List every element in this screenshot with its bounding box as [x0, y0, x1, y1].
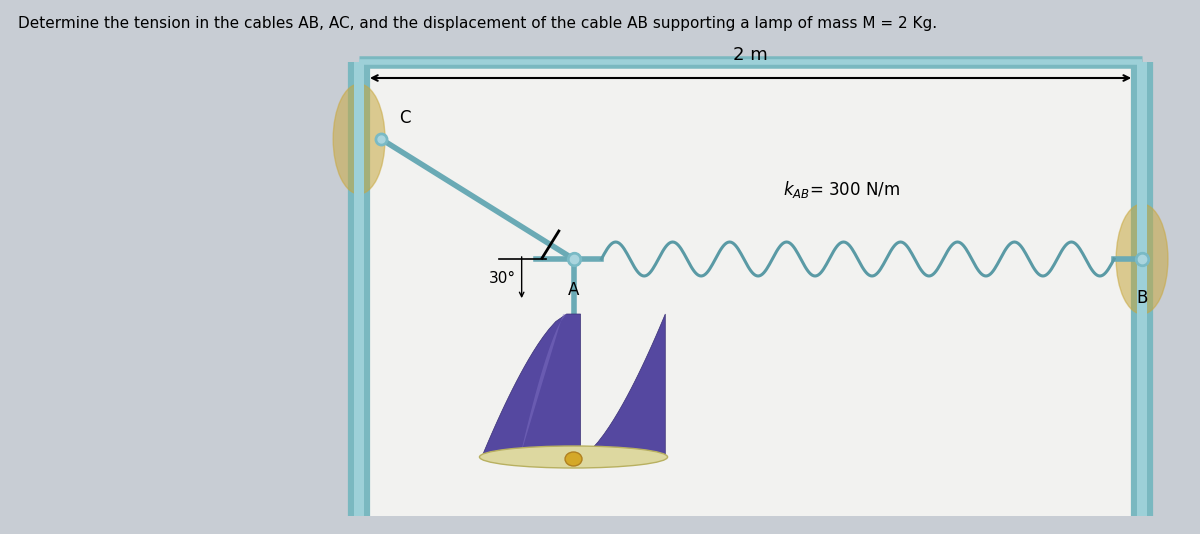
- Text: $k_{AB}$= 300 N/m: $k_{AB}$= 300 N/m: [782, 178, 900, 200]
- Ellipse shape: [480, 446, 667, 468]
- Ellipse shape: [565, 452, 582, 466]
- Text: 2 m: 2 m: [733, 46, 768, 64]
- Text: C: C: [398, 109, 410, 127]
- Text: 30°: 30°: [488, 271, 516, 286]
- Polygon shape: [481, 314, 665, 466]
- Text: B: B: [1136, 289, 1147, 307]
- Ellipse shape: [334, 84, 385, 194]
- FancyBboxPatch shape: [354, 62, 1147, 516]
- Ellipse shape: [1116, 204, 1168, 314]
- Text: A: A: [568, 281, 580, 299]
- Polygon shape: [520, 314, 566, 457]
- Text: Determine the tension in the cables AB, AC, and the displacement of the cable AB: Determine the tension in the cables AB, …: [18, 16, 937, 31]
